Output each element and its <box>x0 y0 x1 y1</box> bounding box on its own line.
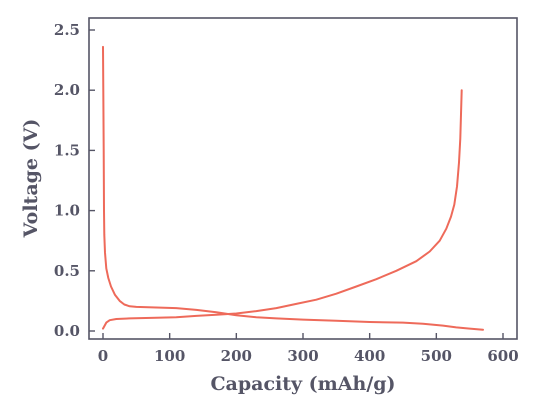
x-tick-label: 500 <box>421 347 452 365</box>
discharge-curve-line <box>102 45 484 331</box>
y-tick-label: 2.0 <box>54 81 80 99</box>
y-tick-label: 1.5 <box>54 141 80 159</box>
x-tick-label: 0 <box>98 347 108 365</box>
charge-curve-line <box>102 89 463 330</box>
y-axis-title: Voltage (V) <box>20 119 42 239</box>
x-axis-title: Capacity (mAh/g) <box>210 373 395 395</box>
x-tick-label: 300 <box>287 347 318 365</box>
x-tick-label: 400 <box>354 347 385 365</box>
ticks-layer: 0 100 200 300 400 500 600 0.0 0.5 1.0 1.5 2.0 2.5 <box>54 21 519 365</box>
series-layer <box>102 45 484 331</box>
y-tick-label: 0.0 <box>54 322 80 340</box>
x-tick-label: 200 <box>221 347 252 365</box>
plot-frame <box>88 17 518 340</box>
y-tick-label: 1.0 <box>54 202 80 220</box>
x-tick-label: 600 <box>487 347 518 365</box>
x-tick-label: 100 <box>154 347 185 365</box>
y-tick-label: 2.5 <box>54 21 80 39</box>
y-tick-label: 0.5 <box>54 262 80 280</box>
